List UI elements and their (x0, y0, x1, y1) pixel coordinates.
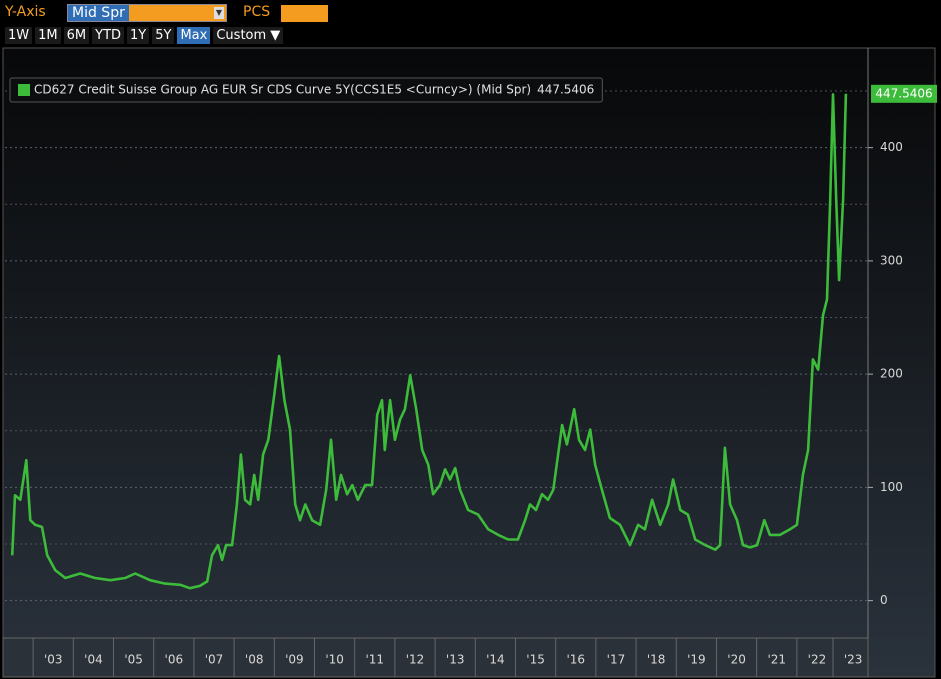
x-tick-label: '17 (607, 653, 626, 667)
last-value-tag: 447.5406 (871, 84, 937, 103)
x-tick-label: '14 (486, 653, 505, 667)
x-tick-label: '12 (406, 653, 425, 667)
x-tick-label: '18 (647, 653, 666, 667)
x-tick-label: '15 (526, 653, 545, 667)
field-dropdown[interactable]: Mid Spr ▼ (67, 4, 227, 22)
range-button[interactable]: 5Y (152, 27, 175, 44)
series-line (10, 93, 848, 590)
y-tick-label: 200 (880, 367, 903, 381)
x-tick-label: '11 (366, 653, 385, 667)
range-button[interactable]: 1M (35, 27, 61, 44)
x-tick-label: '22 (808, 653, 827, 667)
range-button[interactable]: Max (177, 27, 211, 44)
range-button[interactable]: 1W (5, 27, 33, 44)
chart: 0 100 200 300 400 '03 '04 '05 '06 '07 '08 '09 '10 '11… (2, 47, 937, 678)
legend-label: CD627 Credit Suisse Group AG EUR Sr CDS … (34, 83, 531, 97)
range-button[interactable]: 1Y (127, 27, 150, 44)
pcs-label: PCS (243, 4, 271, 20)
x-tick-label: '06 (165, 653, 184, 667)
x-tick-label: '09 (285, 653, 304, 667)
range-button[interactable]: YTD (92, 27, 125, 44)
range-button[interactable]: Custom ▼ (213, 27, 284, 44)
range-bar: 1W 1M 6M YTD 1Y 5Y Max Custom ▼ (0, 26, 941, 45)
y-tick-label: 100 (880, 480, 903, 494)
x-tick-label: '20 (727, 653, 746, 667)
pcs-input[interactable] (281, 5, 328, 22)
x-tick-label: '10 (325, 653, 344, 667)
x-tick-label: '21 (767, 653, 786, 667)
y-tick-label: 0 (880, 593, 888, 607)
legend-value: 447.5406 (537, 83, 594, 97)
x-tick-label: '13 (446, 653, 465, 667)
range-button[interactable]: 6M (63, 27, 90, 44)
x-tick-label: '04 (84, 653, 103, 667)
legend-box (9, 77, 603, 103)
x-tick-label: '19 (687, 653, 706, 667)
plot-background (2, 47, 936, 678)
x-tick-label: '05 (124, 653, 143, 667)
legend: CD627 Credit Suisse Group AG EUR Sr CDS … (9, 77, 603, 103)
toolbar: Y-Axis Mid Spr ▼ PCS (0, 0, 941, 25)
y-tick-label: 400 (880, 140, 903, 154)
y-tick-label: 300 (880, 253, 903, 267)
field-value: Mid Spr (68, 5, 129, 21)
dropdown-arrow: ▼ (214, 7, 224, 19)
x-tick-label: '08 (245, 653, 264, 667)
x-tick-label: '07 (205, 653, 224, 667)
last-value-label: 447.5406 (875, 86, 932, 100)
legend-swatch (18, 84, 30, 96)
x-tick-label: '16 (566, 653, 585, 667)
last-value-box (871, 84, 937, 103)
x-tick-label: '03 (44, 653, 63, 667)
x-tick-label: '23 (844, 653, 863, 667)
y-axis-label: Y-Axis (5, 4, 46, 20)
